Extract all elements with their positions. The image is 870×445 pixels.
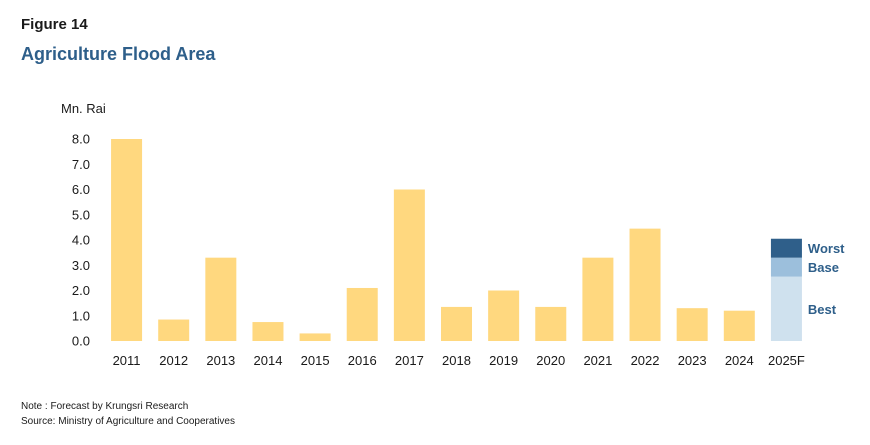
y-tick-label: 5.0 xyxy=(72,207,90,222)
bar-2011 xyxy=(111,139,143,341)
bar-2017 xyxy=(393,189,425,341)
x-tick-label: 2020 xyxy=(536,353,565,368)
scenario-label-base: Base xyxy=(808,260,839,275)
bar-2014 xyxy=(252,322,284,341)
bar-2019 xyxy=(488,290,520,341)
y-tick-label: 2.0 xyxy=(72,283,90,298)
bar-2022 xyxy=(629,228,661,341)
bar-chart: Mn. Rai 0.0 1.0 2.0 3.0 4.0 5.0 6.0 7.0 8.0 2011 20… xyxy=(61,101,845,368)
y-tick-label: 0.0 xyxy=(72,334,90,349)
bar-2024 xyxy=(723,310,755,341)
forecast-segment-best xyxy=(770,276,802,341)
x-tick-label: 2013 xyxy=(206,353,235,368)
chart-title: Agriculture Flood Area xyxy=(21,44,216,64)
scenario-label-best: Best xyxy=(808,302,837,317)
footnote-source: Source: Ministry of Agriculture and Coop… xyxy=(21,416,235,427)
forecast-segment-base xyxy=(770,257,802,277)
x-tick-label: 2018 xyxy=(442,353,471,368)
bar-2012 xyxy=(158,319,190,341)
bar-2023 xyxy=(676,308,708,341)
y-tick-label: 1.0 xyxy=(72,308,90,323)
x-tick-label: 2019 xyxy=(489,353,518,368)
x-tick-label: 2025F xyxy=(768,353,805,368)
y-tick-label: 6.0 xyxy=(72,182,90,197)
x-tick-label: 2014 xyxy=(254,353,283,368)
x-tick-label: 2023 xyxy=(678,353,707,368)
x-tick-label: 2011 xyxy=(113,353,141,368)
x-tick-label: 2022 xyxy=(631,353,660,368)
y-tick-label: 8.0 xyxy=(72,132,90,147)
y-tick-label: 4.0 xyxy=(72,233,90,248)
x-tick-label: 2016 xyxy=(348,353,377,368)
y-tick-label: 3.0 xyxy=(72,258,90,273)
bar-2015 xyxy=(299,333,331,341)
y-tick-label: 7.0 xyxy=(72,157,90,172)
x-tick-label: 2015 xyxy=(301,353,330,368)
x-tick-label: 2024 xyxy=(725,353,754,368)
bar-2021 xyxy=(582,257,614,341)
bar-2018 xyxy=(441,306,472,341)
bar-2020 xyxy=(535,306,567,341)
x-tick-label: 2021 xyxy=(583,353,612,368)
x-tick-label: 2017 xyxy=(395,353,424,368)
bar-2013 xyxy=(205,257,237,341)
scenario-label-worst: Worst xyxy=(808,241,845,256)
y-axis-label: Mn. Rai xyxy=(61,101,106,116)
figure-label: Figure 14 xyxy=(21,16,88,33)
x-tick-label: 2012 xyxy=(159,353,188,368)
footnote-note: Note : Forecast by Krungsri Research xyxy=(21,401,189,412)
bar-2016 xyxy=(346,287,378,341)
forecast-segment-worst xyxy=(770,238,802,258)
